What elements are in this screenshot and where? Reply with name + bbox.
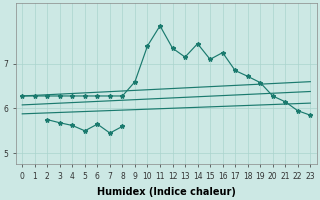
X-axis label: Humidex (Indice chaleur): Humidex (Indice chaleur) (97, 187, 236, 197)
